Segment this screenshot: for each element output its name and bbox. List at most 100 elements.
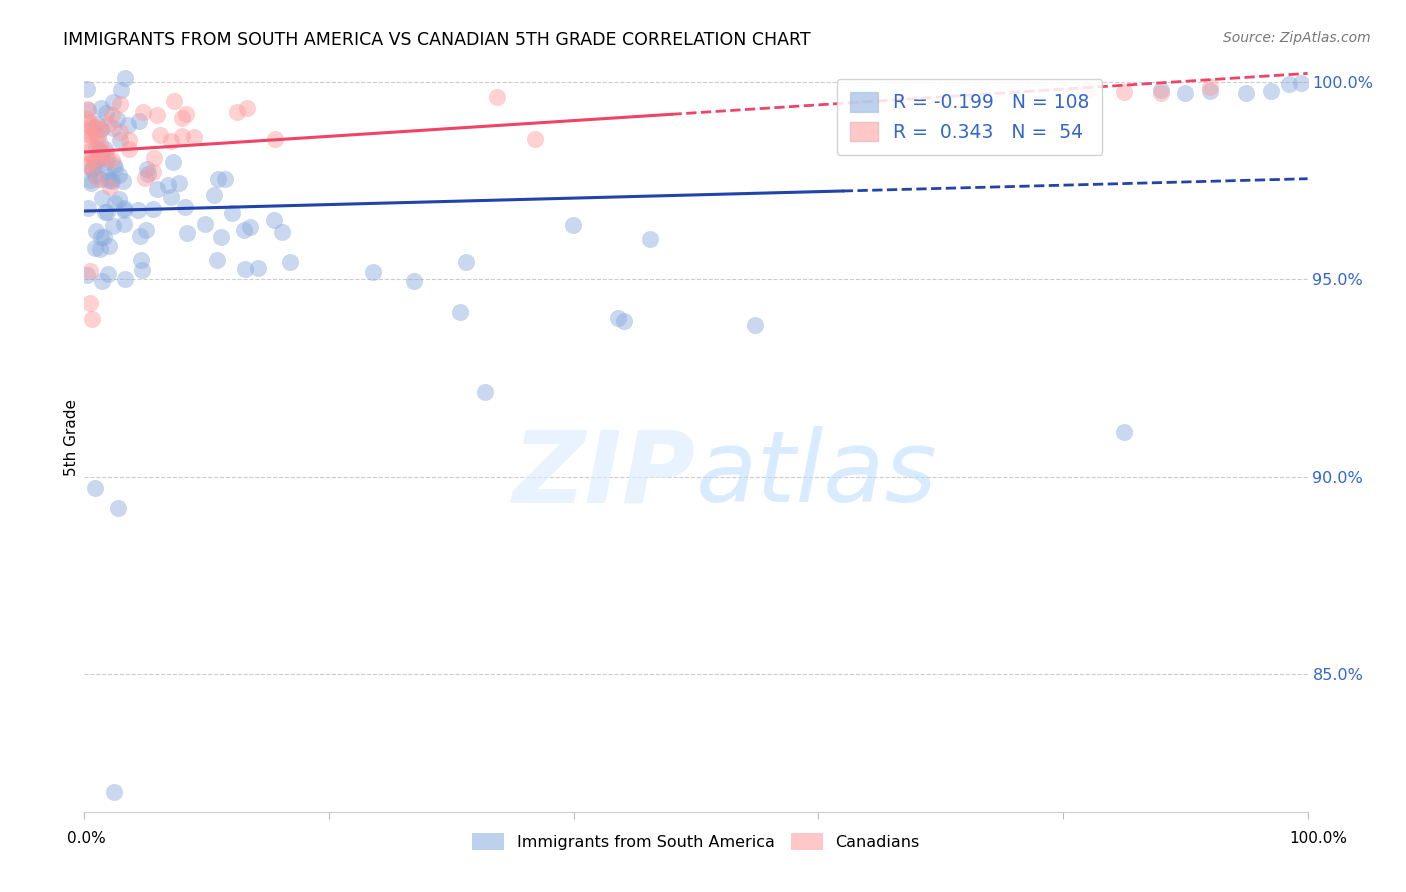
Point (94, 155, 117, 169)
Point (94, 204, 117, 219)
Point (117, 142, 139, 156)
Point (638, 232, 661, 246)
Point (160, 134, 183, 148)
Point (89, 242, 111, 256)
Point (128, 114, 150, 128)
Point (233, 223, 256, 237)
Point (90, 151, 112, 165)
Point (134, 171, 156, 186)
Point (90, 191, 112, 205)
Point (613, 314, 636, 328)
Point (129, 253, 152, 268)
Point (1150, 86, 1173, 100)
Point (221, 206, 243, 220)
Point (79, 264, 101, 278)
Point (449, 305, 471, 319)
Point (82, 162, 104, 177)
Text: 100.0%: 100.0% (1289, 831, 1347, 846)
Point (86, 159, 108, 173)
Point (76, 145, 98, 159)
Point (77, 103, 100, 117)
Point (524, 132, 547, 146)
Point (142, 152, 165, 166)
Point (93, 229, 115, 244)
Point (77, 201, 100, 215)
Text: 0.0%: 0.0% (67, 831, 107, 846)
Point (214, 172, 236, 186)
Point (172, 129, 194, 144)
Point (103, 158, 125, 172)
Point (1114, 85, 1136, 99)
Point (104, 196, 127, 211)
Point (84, 141, 107, 155)
Point (87, 128, 110, 143)
Point (1260, 84, 1282, 98)
Point (454, 255, 477, 269)
Point (239, 220, 262, 235)
Point (96, 152, 118, 166)
Point (76, 131, 98, 145)
Point (112, 202, 135, 217)
Point (101, 219, 124, 233)
Point (101, 174, 124, 188)
Point (108, 133, 131, 147)
Point (97, 239, 120, 253)
Point (86, 117, 108, 131)
Point (82, 129, 104, 144)
Point (90, 172, 112, 186)
Point (108, 97, 131, 112)
Point (114, 71, 136, 86)
Point (263, 132, 285, 146)
Text: atlas: atlas (696, 426, 938, 523)
Point (108, 125, 131, 139)
Point (149, 128, 172, 143)
Point (1076, 83, 1098, 97)
Point (562, 218, 585, 232)
Point (96, 170, 118, 185)
Point (135, 161, 157, 176)
Point (1174, 87, 1197, 101)
Point (83, 169, 105, 183)
Point (1198, 84, 1220, 98)
Point (131, 262, 153, 277)
Legend: Immigrants from South America, Canadians: Immigrants from South America, Canadians (465, 827, 927, 856)
Point (79, 115, 101, 129)
Point (1150, 83, 1173, 97)
Point (84, 481, 107, 495)
Point (157, 178, 180, 193)
Point (402, 274, 425, 288)
Point (176, 226, 198, 240)
Point (89, 136, 111, 151)
Point (247, 261, 270, 276)
Point (1278, 78, 1301, 92)
Point (209, 229, 232, 244)
Point (162, 155, 184, 169)
Point (76, 81, 98, 95)
Point (1114, 425, 1136, 440)
Point (94, 145, 117, 160)
Point (90, 102, 112, 116)
Point (110, 83, 132, 97)
Point (101, 108, 124, 122)
Point (194, 217, 217, 231)
Point (170, 111, 193, 125)
Point (84, 223, 107, 237)
Point (114, 272, 136, 286)
Point (77, 147, 100, 161)
Point (271, 225, 294, 239)
Point (160, 189, 183, 203)
Point (98, 180, 121, 194)
Text: ZIP: ZIP (513, 426, 696, 523)
Point (96, 105, 118, 120)
Point (82, 121, 104, 136)
Point (90, 121, 112, 136)
Point (263, 213, 285, 227)
Point (145, 182, 167, 196)
Point (76, 157, 98, 171)
Point (76, 102, 98, 116)
Point (108, 192, 131, 206)
Point (1291, 76, 1313, 90)
Point (90, 229, 112, 244)
Point (136, 167, 159, 181)
Point (107, 168, 129, 182)
